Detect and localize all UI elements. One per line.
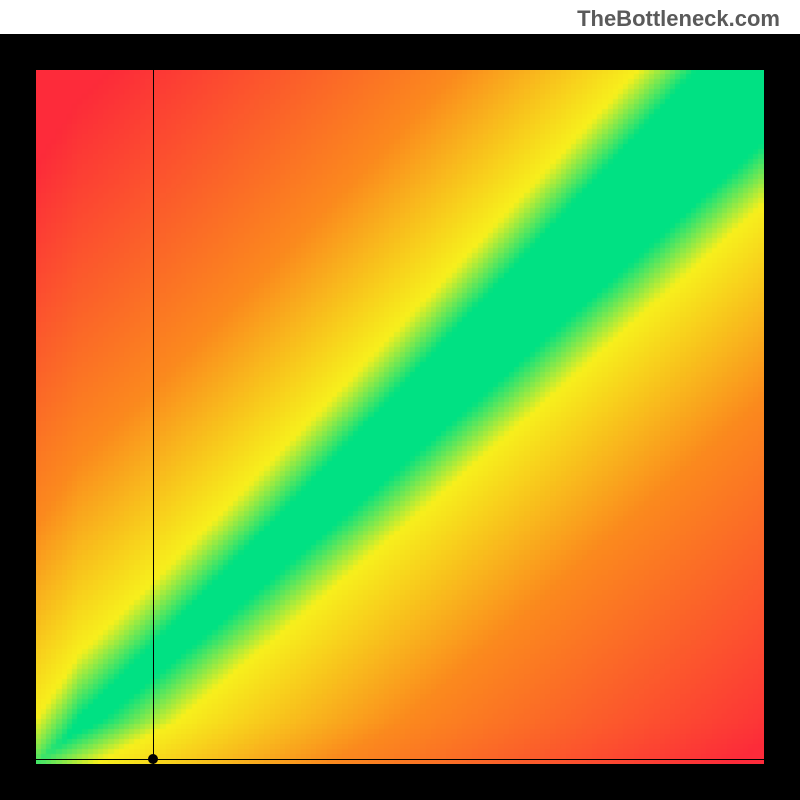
crosshair-horizontal: [36, 759, 764, 760]
heatmap-plot: [36, 70, 764, 764]
crosshair-marker: [148, 754, 158, 764]
heatmap-canvas: [36, 70, 764, 764]
chart-frame: [0, 34, 800, 800]
watermark-text: TheBottleneck.com: [577, 6, 780, 32]
crosshair-vertical: [153, 70, 154, 764]
